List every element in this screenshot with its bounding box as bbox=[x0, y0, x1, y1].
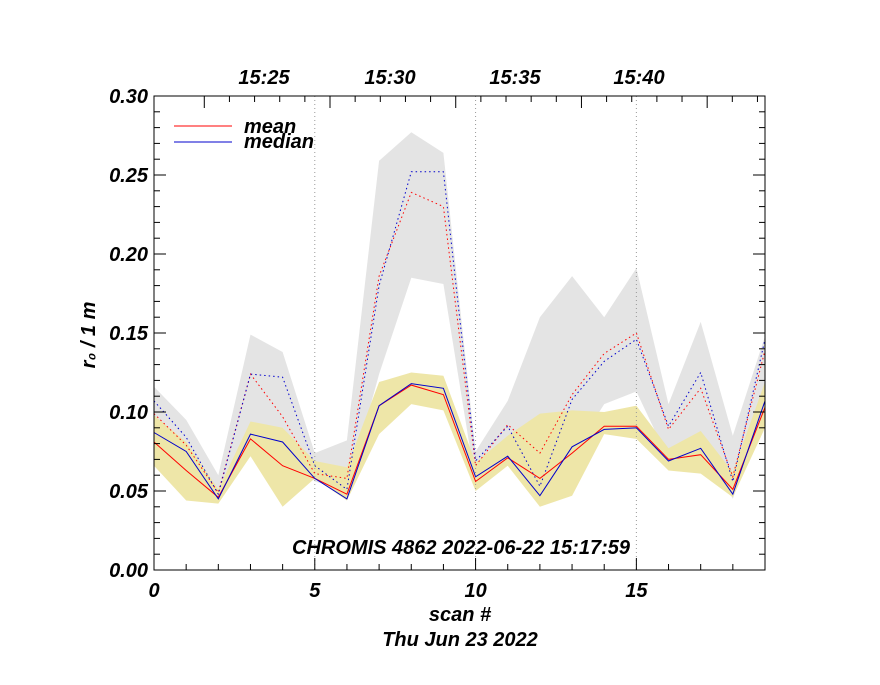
top-tick-label: 15:35 bbox=[489, 67, 541, 89]
y-tick-label: 0.10 bbox=[109, 402, 148, 424]
y-tick-label: 0.25 bbox=[109, 165, 149, 187]
band-1 bbox=[154, 372, 765, 498]
y-axis-title: r₀ / 1 m bbox=[78, 302, 100, 369]
axes-layer: 0.00 0.05 0.10 0.15 0.20 0.25 0.30 0 5 10 15 15:25 1… bbox=[109, 67, 766, 602]
lines-layer bbox=[153, 171, 766, 500]
legend-label-median: median bbox=[244, 131, 314, 153]
band-2 bbox=[154, 385, 765, 507]
series-median-solid-line bbox=[153, 383, 766, 500]
date-label: Thu Jun 23 2022 bbox=[382, 629, 538, 651]
series-mean-solid-line bbox=[153, 384, 766, 499]
grid-layer bbox=[314, 96, 637, 570]
y-tick-label: 0.00 bbox=[109, 560, 148, 582]
y-tick-label: 0.15 bbox=[109, 323, 149, 345]
legend-label-mean: mean bbox=[244, 116, 296, 138]
top-tick-label: 15:30 bbox=[364, 67, 415, 89]
x-tick-label: 15 bbox=[625, 580, 648, 602]
y-tick-label: 0.30 bbox=[109, 86, 148, 108]
top-tick-label: 15:40 bbox=[613, 67, 664, 89]
x-tick-label: 0 bbox=[148, 580, 159, 602]
legend: mean median bbox=[174, 116, 314, 153]
series-mean-dotted-line bbox=[153, 191, 766, 494]
y-tick-label: 0.05 bbox=[109, 481, 149, 503]
x-axis-title: scan # bbox=[429, 604, 492, 626]
x-tick-label: 10 bbox=[464, 580, 486, 602]
chart-annotation: CHROMIS 4862 2022-06-22 15:17:59 bbox=[292, 537, 631, 559]
series-median-dotted-line bbox=[153, 171, 766, 496]
y-tick-label: 0.20 bbox=[109, 244, 148, 266]
x-tick-label: 5 bbox=[309, 580, 321, 602]
top-tick-label: 15:25 bbox=[238, 67, 290, 89]
